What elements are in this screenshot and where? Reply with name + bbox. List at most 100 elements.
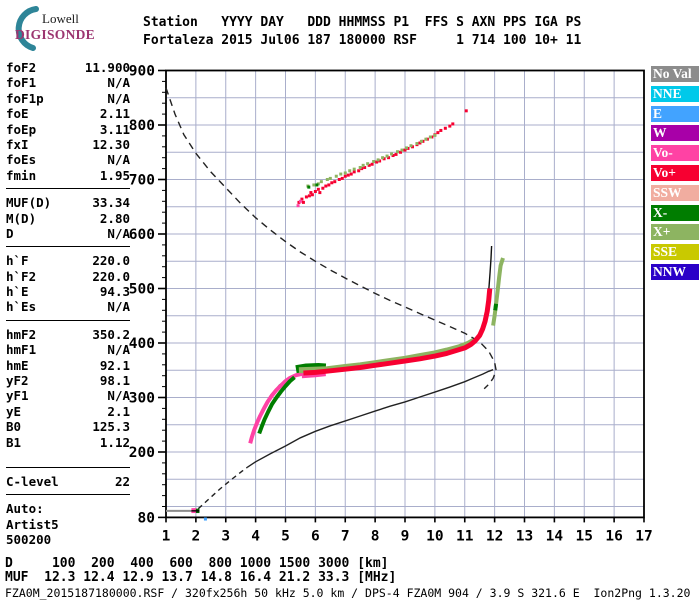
param-label: foF1p (6, 90, 44, 106)
second-hop-dot (391, 154, 395, 158)
second-hop-dot (367, 163, 371, 167)
x-axis-label: 14 (546, 528, 564, 544)
doppler-direction-legend: No Val NNE E W Vo- Vo+ SSW X- X+ SSE NNW (651, 66, 699, 284)
legend-label: No Val (653, 66, 692, 81)
second-hop-dot (381, 156, 385, 160)
x-axis-label: 13 (516, 528, 533, 544)
param-value: 22 (114, 473, 130, 489)
second-hop-dot (327, 183, 331, 187)
second-hop-dot (346, 173, 350, 177)
second-hop-dot (390, 152, 394, 156)
param-label: D (6, 225, 14, 241)
param-value: 2.80 (99, 210, 130, 226)
param-row: B0 125.3 (6, 419, 130, 434)
param-row: MUF(D) 33.34 (6, 195, 130, 210)
x-axis-label: 16 (605, 528, 622, 544)
param-label: h`Es (6, 299, 37, 315)
param-value: N/A (107, 299, 130, 315)
param-label: hmE (6, 357, 29, 373)
x-axis-label: 2 (192, 528, 201, 544)
second-hop-dot (352, 167, 356, 171)
param-row: yF2 98.1 (6, 373, 130, 388)
second-hop-dot (310, 193, 314, 197)
second-hop-dot (366, 162, 370, 166)
param-row: h`F2 220.0 (6, 269, 130, 284)
measurement-header: Station YYYY DAY DDD HHMMSS P1 FFS S AXN… (143, 14, 581, 50)
f-trace-band (491, 257, 505, 326)
x-axis-label: 5 (281, 528, 290, 544)
autoscaling-info-line: 500200 (6, 532, 52, 548)
param-row: B1 1.12 (6, 435, 130, 450)
autoscaling-info-line: Artist5 (6, 516, 59, 532)
second-hop-dot (361, 163, 365, 167)
param-label: foF1 (6, 75, 37, 91)
second-hop-dot (340, 176, 344, 180)
panel-separator (6, 188, 130, 190)
second-hop-dot (399, 150, 403, 154)
second-hop-dot (348, 169, 352, 173)
second-hop-dot (318, 191, 322, 195)
param-label: M(D) (6, 210, 37, 226)
param-label: yF1 (6, 388, 29, 404)
param-label: C-level (6, 473, 59, 489)
param-value: 1.12 (99, 434, 130, 450)
x-axis-label: 17 (635, 528, 652, 544)
second-hop-dot (325, 178, 329, 181)
y-axis-label: 400 (129, 336, 155, 352)
legend-item-x-: X- (651, 204, 699, 221)
file-info-row: FZA0M_2015187180000.RSF / 320fx256h 50 k… (5, 586, 691, 600)
second-hop-dot (415, 142, 419, 146)
autoscaling-info-line: Auto: (6, 501, 44, 517)
param-row: h`E 94.3 (6, 284, 130, 299)
param-row: D N/A (6, 226, 130, 241)
param-label: foEp (6, 121, 37, 137)
panel-separator (6, 246, 130, 248)
param-label: yE (6, 403, 22, 419)
second-hop-dot (443, 126, 447, 130)
second-hop-dot (339, 172, 343, 176)
param-row: foF1 N/A (6, 75, 130, 90)
x-axis-label: 8 (371, 528, 380, 544)
second-hop-dot (451, 122, 455, 126)
x-axis-label: 10 (426, 528, 443, 544)
param-value: 33.34 (92, 195, 130, 211)
y-axis-label: 600 (129, 227, 155, 243)
param-label: hmF2 (6, 326, 37, 342)
second-hop-dot (375, 160, 379, 164)
y-axis-label: 900 (129, 64, 155, 80)
x-axis-label: 6 (311, 528, 320, 544)
param-label: fxI (6, 136, 29, 152)
second-hop-dot (464, 109, 468, 113)
second-hop-dot (439, 128, 443, 132)
second-hop-dot (324, 184, 328, 188)
param-row: hmE 92.1 (6, 358, 130, 373)
f-trace-band (303, 288, 493, 376)
distance-row: D 100 200 400 600 800 1000 1500 3000 [km… (5, 556, 389, 571)
y-axis-label: 300 (129, 391, 155, 407)
panel-separator (6, 319, 130, 321)
second-hop-dot (203, 517, 207, 521)
second-hop-dot (418, 141, 422, 145)
legend-label: SSE (653, 244, 678, 260)
legend-label: SSW (653, 184, 682, 200)
second-hop-dot (319, 180, 323, 184)
second-hop-dot (328, 176, 332, 180)
param-value: 11.900 (84, 60, 130, 75)
param-row: hmF1 N/A (6, 342, 130, 357)
y-axis-label: 80 (138, 510, 155, 526)
second-hop-dot (396, 150, 400, 154)
param-value: N/A (107, 90, 130, 106)
scaled-parameters-panel: foF2 11.900 foF1 N/A foF1p N/A foE 2.11 foEp 3.11… (6, 60, 130, 548)
param-label: foF2 (6, 60, 37, 75)
param-value: N/A (107, 75, 130, 91)
second-hop-dot (334, 174, 338, 178)
y-axis-label: 200 (129, 445, 155, 461)
legend-item-vo+: Vo+ (651, 164, 699, 181)
header-columns-row: Station YYYY DAY DDD HHMMSS P1 FFS S AXN… (143, 15, 582, 30)
panel-separator (6, 494, 130, 496)
legend-item-e: E (651, 105, 699, 122)
second-hop-dot (312, 183, 316, 187)
param-value: 2.1 (107, 403, 130, 419)
x-axis-label: 11 (456, 528, 474, 544)
